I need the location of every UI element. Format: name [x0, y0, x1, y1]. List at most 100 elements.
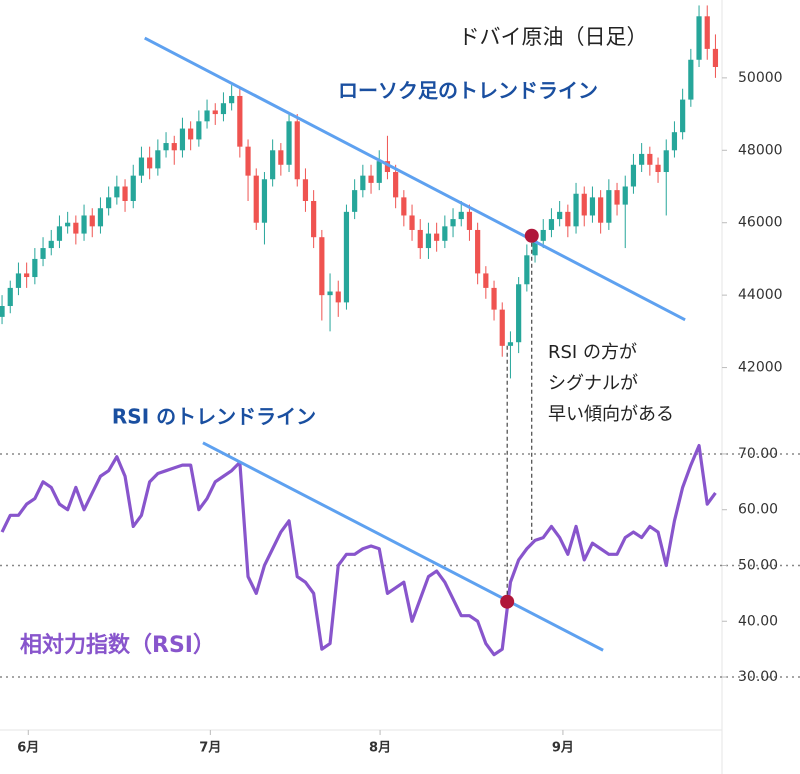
candle-body	[425, 233, 432, 249]
candle-body	[442, 226, 448, 241]
candle-body	[393, 172, 399, 198]
candle-body	[516, 284, 522, 343]
x-tick-label: 7月	[199, 741, 221, 756]
annotation: RSI の方が	[548, 342, 637, 363]
y-tick-label: 60.00	[738, 502, 778, 518]
candle-body	[499, 309, 505, 346]
candle-body	[614, 190, 620, 205]
candle-body	[7, 287, 13, 307]
candle-body	[220, 103, 227, 115]
candle-body	[229, 95, 235, 104]
candle-body	[73, 222, 79, 234]
candle-body	[106, 197, 112, 209]
trendline-label: RSI のトレンドライン	[112, 405, 316, 429]
rsi-title: 相対力指数（RSI）	[20, 632, 215, 658]
candle-body	[507, 342, 514, 346]
candle-body	[704, 16, 710, 49]
candle-body	[179, 128, 186, 151]
y-tick-label: 44000	[738, 287, 783, 303]
candle-body	[138, 157, 145, 176]
candle-body	[245, 146, 251, 176]
candle-body	[48, 240, 54, 249]
candle-body	[384, 161, 391, 173]
candle-body	[557, 211, 563, 220]
candle-body	[491, 287, 497, 310]
x-tick-label: 8月	[369, 741, 391, 756]
candle-body	[540, 229, 546, 241]
candle-body	[696, 16, 702, 60]
candle-body	[343, 211, 350, 303]
x-tick-label: 6月	[17, 741, 39, 756]
rsi-line	[0, 443, 717, 657]
candle-body	[270, 150, 276, 180]
candle-body	[712, 48, 719, 67]
candle-body	[368, 175, 374, 183]
candle-body	[196, 121, 202, 140]
candle-body	[311, 200, 317, 238]
candle-body	[97, 208, 104, 227]
y-tick-label: 42000	[738, 360, 783, 376]
candle-body	[24, 273, 30, 278]
signal-marker	[524, 228, 539, 243]
candle-body	[598, 197, 604, 223]
candle-body	[434, 233, 440, 241]
y-tick-label: 40.00	[738, 613, 778, 629]
y-tick-label: 46000	[738, 215, 783, 231]
candle-body	[40, 248, 46, 259]
candle-body	[294, 121, 300, 180]
candle-body	[581, 193, 587, 216]
candle-body	[466, 211, 473, 230]
y-tick-label: 30.00	[738, 669, 778, 685]
candle-body	[450, 219, 456, 227]
candle-body	[589, 197, 596, 216]
candle-body	[647, 153, 653, 165]
candle-body	[680, 99, 686, 133]
candle-body	[475, 229, 481, 274]
candle-body	[606, 190, 612, 223]
candle-body	[171, 143, 177, 151]
candle-body	[212, 110, 218, 115]
candle-body	[81, 215, 87, 234]
candle-body	[147, 157, 153, 169]
candle-body	[335, 291, 341, 303]
trendline-label: ローソク足のトレンドライン	[338, 79, 598, 103]
candle-body	[401, 197, 407, 216]
candle-body	[155, 150, 161, 169]
candle-body	[188, 128, 194, 140]
trendline	[202, 441, 604, 652]
candle-body	[163, 143, 169, 151]
candle-body	[360, 175, 366, 191]
y-tick-label: 48000	[738, 142, 783, 158]
candle-body	[278, 150, 284, 165]
candle-body	[32, 258, 38, 278]
candle-body	[483, 273, 489, 288]
candle-body	[532, 240, 538, 256]
candle-body	[639, 153, 645, 165]
candle-body	[89, 215, 95, 227]
annotation: 早い傾向がある	[548, 404, 674, 425]
candle-body	[376, 161, 382, 183]
y-tick-label: 70.00	[738, 446, 778, 462]
candle-body	[655, 164, 661, 173]
signal-marker	[500, 594, 515, 609]
x-tick-label: 9月	[552, 741, 574, 756]
annotation: シグナルが	[548, 373, 638, 394]
candle-body	[663, 150, 669, 173]
candle-body	[253, 175, 259, 223]
candle-body	[261, 179, 268, 223]
candle-body	[319, 237, 325, 296]
candle-body	[524, 255, 530, 285]
candle-body	[352, 190, 358, 212]
candle-body	[286, 121, 292, 165]
y-tick-label: 50000	[738, 70, 783, 86]
candle-body	[0, 306, 5, 317]
candle-body	[630, 164, 637, 187]
candle-body	[327, 291, 333, 296]
candle-body	[622, 186, 628, 205]
candle-body	[204, 110, 210, 122]
candle-body	[237, 95, 243, 147]
chart-title: ドバイ原油（日足）	[459, 25, 648, 49]
trendline	[144, 36, 686, 322]
